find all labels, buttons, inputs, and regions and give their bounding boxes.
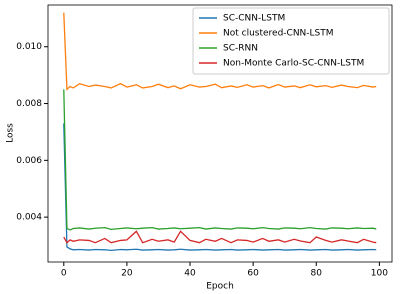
legend-label: Not clustered-CNN-LSTM: [223, 29, 334, 39]
x-tick-label: 60: [247, 269, 259, 279]
y-tick-label: 0.008: [16, 99, 42, 109]
plot-frame: [47, 4, 393, 263]
series-line: [63, 89, 377, 231]
series-line: [63, 12, 377, 91]
legend-label: Non-Monte Carlo-SC-CNN-LSTM: [223, 59, 364, 69]
legend-label: SC-RNN: [223, 44, 258, 54]
x-tick-label: 20: [121, 269, 133, 279]
y-tick-label: 0.004: [16, 213, 42, 223]
x-tick-label: 0: [61, 269, 67, 279]
legend-label: SC-CNN-LSTM: [223, 14, 285, 24]
series-line: [63, 230, 377, 244]
legend-box: [192, 7, 390, 75]
y-tick-label: 0.006: [16, 156, 42, 166]
y-axis-label: Loss: [6, 123, 16, 143]
x-tick-label: 100: [371, 269, 388, 279]
series-line: [63, 123, 377, 252]
y-tick-label: 0.010: [16, 42, 42, 52]
x-axis-label: Epoch: [206, 282, 234, 292]
x-tick-label: 80: [311, 269, 323, 279]
x-tick-label: 40: [184, 269, 196, 279]
